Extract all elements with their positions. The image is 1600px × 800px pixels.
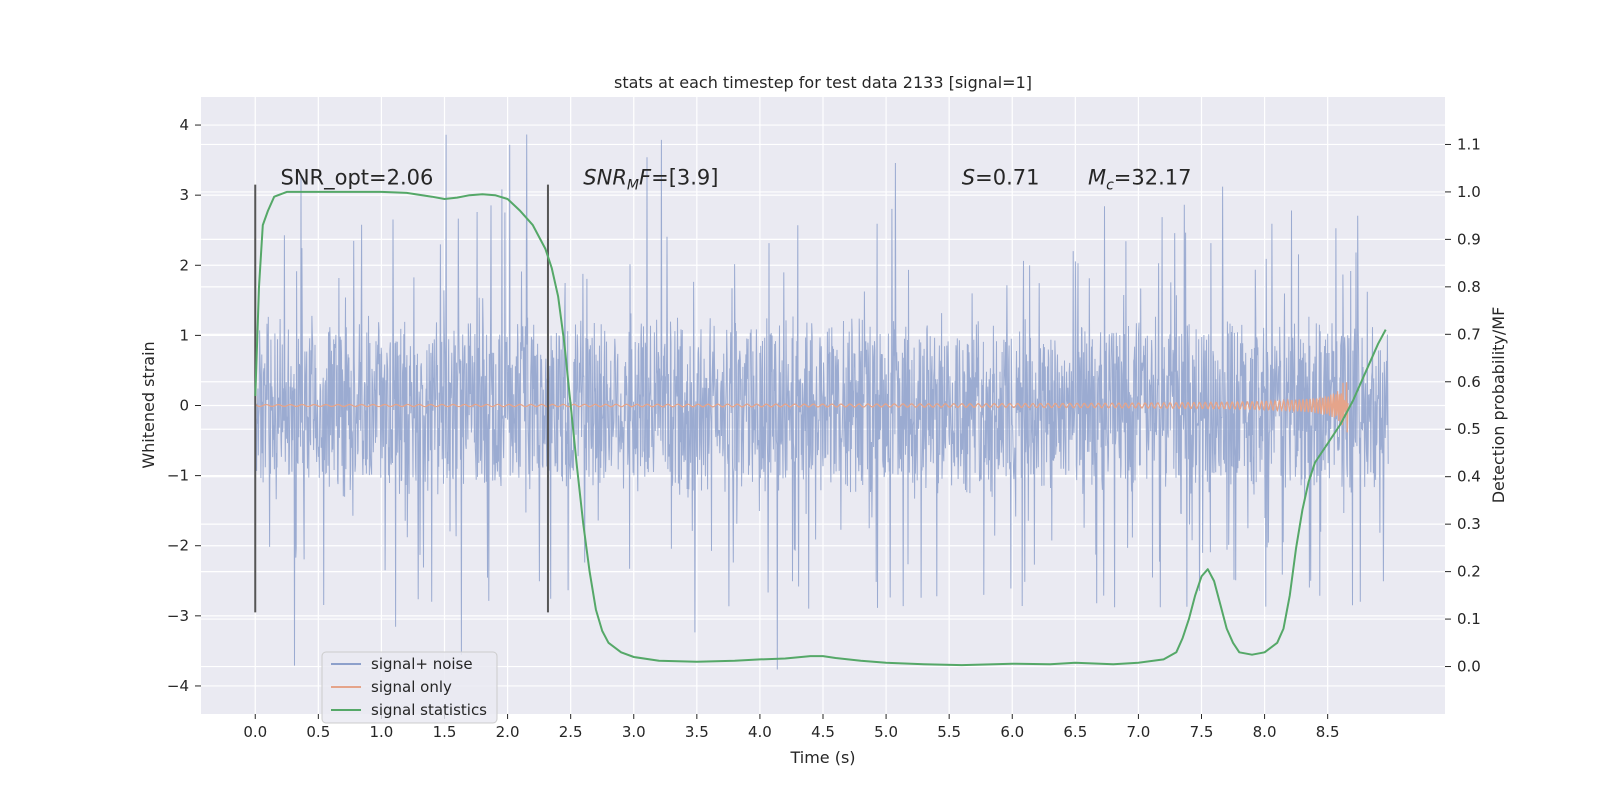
y2-tick-label-2: 0.9	[1457, 230, 1481, 248]
x-tick-label-13: 6.5	[1063, 723, 1087, 741]
y-axis-label: Whitened strain	[139, 341, 158, 468]
legend: signal+ noise signal only signal statist…	[321, 651, 498, 724]
annotation-3: Mc=32.17	[1088, 166, 1192, 194]
x-tick-label-15: 7.5	[1190, 723, 1214, 741]
x-tick-label-14: 7.0	[1126, 723, 1150, 741]
annotation-2: S=0.71	[962, 166, 1040, 190]
x-tick-label-8: 4.0	[748, 723, 772, 741]
x-tick-label-7: 3.5	[685, 723, 709, 741]
x-tick-label-6: 3.0	[622, 723, 646, 741]
y2-tick-label-10: 0.1	[1457, 610, 1481, 628]
legend-label-signal-statistics: signal statistics	[371, 701, 487, 719]
y2-tick-label-5: 0.6	[1457, 373, 1481, 391]
annotation-0: SNR_opt=2.06	[280, 166, 433, 191]
signal-statistics-line	[254, 190, 1387, 667]
y2-tick-label-8: 0.3	[1457, 515, 1481, 533]
y2-tick-label-6: 0.5	[1457, 420, 1481, 438]
legend-label-signal-noise: signal+ noise	[371, 655, 473, 673]
y2-tick-label-9: 0.2	[1457, 563, 1481, 581]
annotations: SNR_opt=2.06 SNRMF=[3.9] S=0.71 Mc=32.17	[280, 166, 1191, 194]
y-tick-label-0: 4	[179, 116, 189, 134]
signal-noise-line	[254, 134, 1389, 670]
chart-title: stats at each timestep for test data 213…	[614, 73, 1032, 92]
x-tick-label-5: 2.5	[559, 723, 583, 741]
x-tick-label-3: 1.5	[433, 723, 457, 741]
y2-tick-label-3: 0.8	[1457, 278, 1481, 296]
y2-tick-label-11: 0.0	[1457, 658, 1481, 676]
y2-axis-label: Detection probability/MF	[1489, 307, 1508, 504]
legend-label-signal-only: signal only	[371, 678, 452, 696]
x-tick-label-2: 1.0	[369, 723, 393, 741]
y-tick-label-6: −2	[167, 537, 189, 555]
y2-axis-ticks: 1.1 1.0 0.9 0.8 0.7 0.6 0.5 0.4 0.3 0.2 0.1 0.0	[1445, 135, 1481, 676]
x-tick-label-4: 2.0	[496, 723, 520, 741]
x-tick-label-12: 6.0	[1000, 723, 1024, 741]
signal-only-series	[255, 382, 1349, 433]
y2-tick-label-7: 0.4	[1457, 468, 1481, 486]
y-tick-label-5: −1	[167, 467, 189, 485]
x-axis-ticks: 0.0 0.5 1.0 1.5 2.0 2.5 3.0 3.5 4.0 4.5 5.0 5.5 6.0 6…	[243, 714, 1340, 741]
x-tick-label-9: 4.5	[811, 723, 835, 741]
legend-box	[321, 651, 498, 724]
annotation-1: SNRMF=[3.9]	[583, 166, 718, 194]
signal-noise-series	[254, 134, 1389, 670]
x-tick-label-10: 5.0	[874, 723, 898, 741]
y-tick-label-8: −4	[167, 677, 189, 695]
signal-only-line	[255, 382, 1349, 433]
y-tick-label-4: 0	[179, 397, 189, 415]
x-tick-label-16: 8.0	[1253, 723, 1277, 741]
signal-statistics-series	[254, 190, 1387, 667]
x-tick-label-17: 8.5	[1316, 723, 1340, 741]
y2-tick-label-1: 1.0	[1457, 183, 1481, 201]
y2-tick-label-0: 1.1	[1457, 135, 1481, 153]
x-tick-label-0: 0.0	[243, 723, 267, 741]
y2-tick-label-4: 0.7	[1457, 325, 1481, 343]
x-tick-label-1: 0.5	[306, 723, 330, 741]
x-tick-label-11: 5.5	[937, 723, 961, 741]
x-axis-label: Time (s)	[789, 748, 855, 767]
y-tick-label-7: −3	[167, 607, 189, 625]
y-tick-label-1: 3	[179, 186, 189, 204]
y-axis-ticks: 4 3 2 1 0 −1 −2 −3 −4	[167, 116, 201, 695]
y-tick-label-2: 2	[179, 256, 189, 274]
y-tick-label-3: 1	[179, 326, 189, 344]
